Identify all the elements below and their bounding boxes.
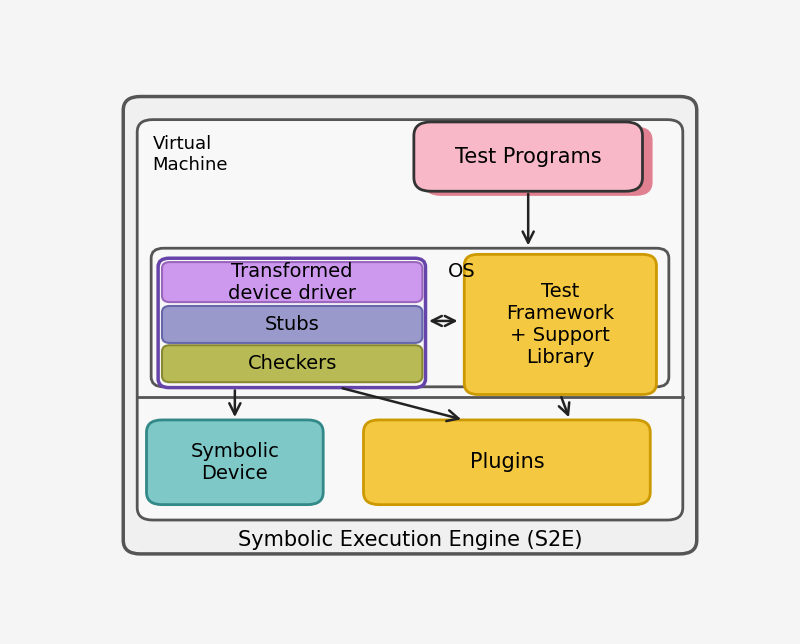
FancyBboxPatch shape [464,254,657,395]
FancyBboxPatch shape [162,306,422,343]
FancyBboxPatch shape [162,345,422,382]
Text: Test Programs: Test Programs [455,147,602,167]
FancyBboxPatch shape [151,248,669,387]
Text: Stubs: Stubs [265,315,319,334]
FancyBboxPatch shape [162,262,422,302]
FancyBboxPatch shape [414,122,642,191]
Text: Virtual
Machine: Virtual Machine [153,135,228,174]
FancyBboxPatch shape [363,420,650,505]
Text: Symbolic
Device: Symbolic Device [190,442,279,483]
Text: OS: OS [448,262,476,281]
Text: Transformed
device driver: Transformed device driver [228,261,356,303]
FancyBboxPatch shape [123,97,697,554]
Text: Checkers: Checkers [247,354,337,374]
Text: Plugins: Plugins [470,452,544,472]
Text: Test
Framework
+ Support
Library: Test Framework + Support Library [506,282,614,367]
FancyBboxPatch shape [424,127,653,196]
FancyBboxPatch shape [158,258,426,388]
FancyBboxPatch shape [146,420,323,505]
Text: Symbolic Execution Engine (S2E): Symbolic Execution Engine (S2E) [238,530,582,550]
FancyBboxPatch shape [138,120,682,520]
